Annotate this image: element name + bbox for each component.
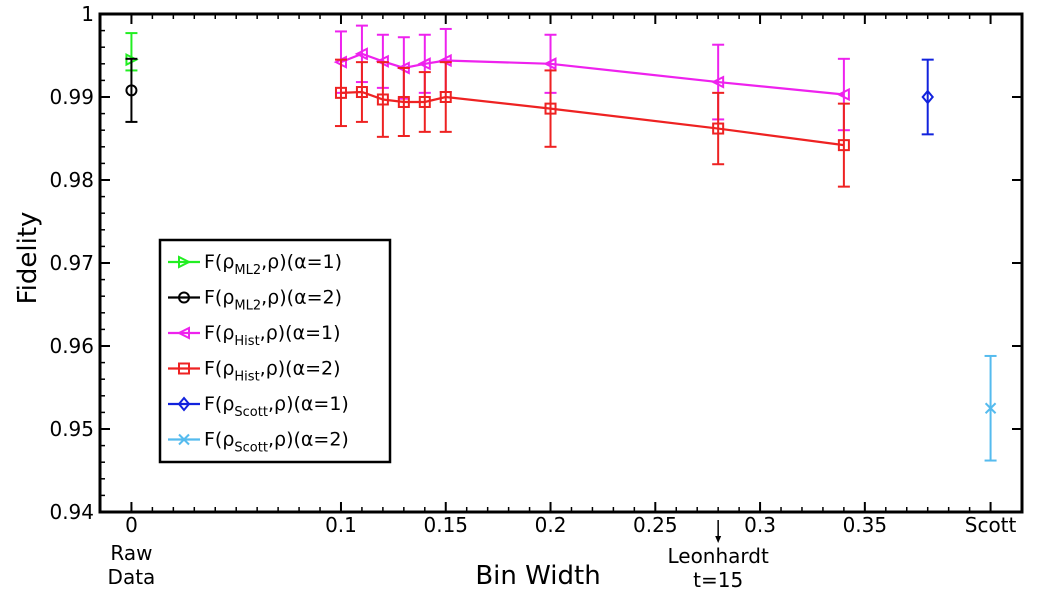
legend-entry: F(ρML2,ρ)(α=2) [168,287,342,314]
data-point [837,139,850,152]
data-point [984,402,997,414]
y-tick-label: 1 [81,2,94,26]
annotation-text: Leonhardt [667,544,769,568]
data-point [125,84,138,97]
data-point [354,47,368,61]
data-point [439,91,452,103]
x-stroke [984,402,997,414]
annotation-arrowhead [715,536,722,543]
legend: F(ρML2,ρ)(α=1) F(ρML2,ρ)(α=2) F(ρHist,ρ)(α… [158,238,392,464]
legend-label: F(ρHist,ρ)(α=2) [204,358,341,385]
y-tick-label: 0.96 [49,334,94,358]
series-layer [125,24,997,462]
legend-label: F(ρScott,ρ)(α=1) [204,393,349,420]
legend-label: F(ρScott,ρ)(α=2) [204,429,349,456]
legend-entry: F(ρML2,ρ)(α=1) [168,251,342,278]
legend-label: F(ρML2,ρ)(α=2) [204,287,342,314]
annotation-text: t=15 [693,568,743,592]
data-point [710,75,725,89]
y-tick-label: 0.98 [49,168,94,192]
y-tick-label: 0.97 [49,251,94,275]
x-tick-label: 0.25 [633,513,678,537]
legend-marker [178,291,190,304]
legend-label: F(ρHist,ρ)(α=1) [204,322,341,349]
annotation-text: Raw [110,541,152,565]
legend-entry: F(ρHist,ρ)(α=2) [168,358,341,385]
x-tick-label: 0.3 [744,513,776,537]
legend-entry: F(ρScott,ρ)(α=1) [168,393,349,420]
series-1 [125,57,138,123]
series-line [340,52,844,96]
annotation-text: Data [108,565,156,589]
axis-ticks: 0.94 0.95 0.96 0.97 0.98 0.99 1 0 0.1 0.15 0.2 0.25… [49,2,1022,537]
data-point [334,86,347,99]
y-tick-label: 0.99 [49,85,94,109]
series-4 [921,58,935,136]
data-point [921,89,935,105]
data-point [544,102,557,115]
data-point [417,57,431,71]
data-point [712,122,725,135]
legend-label: F(ρML2,ρ)(α=1) [204,251,342,278]
x-tick-label: 0 [125,513,138,537]
legend-box [158,238,392,464]
legend-marker [176,326,190,340]
y-tick-label: 0.95 [49,417,94,441]
legend-marker [177,396,191,412]
data-point [397,95,410,108]
legend-marker [178,255,192,269]
x-tick-label: 0.35 [843,513,888,537]
x-stroke [178,433,190,446]
data-point [355,86,368,99]
x-axis-title: Bin Width [475,561,600,591]
y-tick-label: 0.94 [49,500,94,524]
x-tick-label: 0.15 [423,513,468,537]
y-axis-title: Fidelity [13,212,43,305]
legend-marker [178,433,190,446]
legend-entry: F(ρHist,ρ)(α=1) [168,322,341,349]
data-point [836,87,850,102]
x-tick-label: Scott [965,513,1017,537]
x-tick-label: 0.1 [325,513,357,537]
data-point [543,57,557,71]
legend-entry: F(ρScott,ρ)(α=2) [168,429,349,456]
series-5 [984,354,997,462]
series-line [340,90,845,147]
x-tick-label: 0.2 [535,513,567,537]
series-3 [334,58,850,188]
data-point [418,95,431,108]
data-point [376,93,389,106]
legend-marker [178,362,190,375]
